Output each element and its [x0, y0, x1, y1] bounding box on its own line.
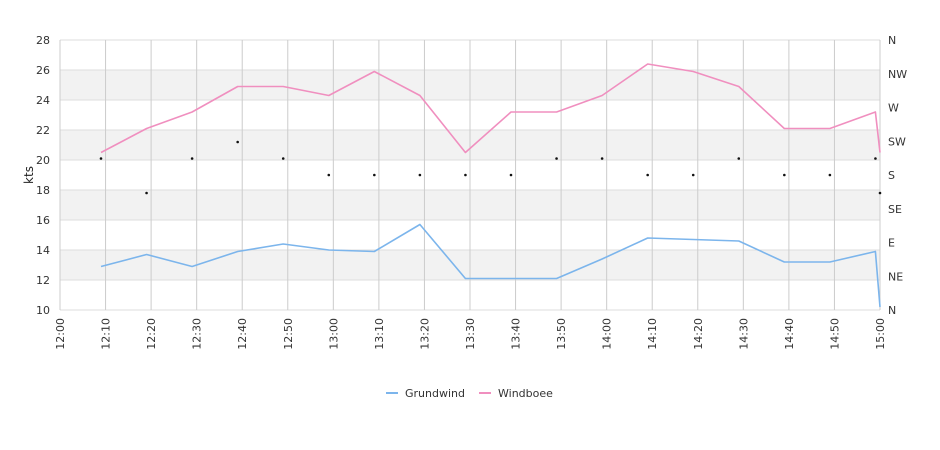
y-tick-label: 24 — [36, 94, 50, 107]
x-tick-label: 12:50 — [282, 318, 295, 350]
x-tick-label: 13:00 — [327, 318, 340, 350]
direction-point — [99, 157, 103, 160]
direction-point — [828, 173, 832, 177]
direction-tick-label: NW — [888, 68, 907, 81]
direction-point — [555, 157, 558, 160]
x-tick-label: 13:20 — [418, 318, 431, 350]
direction-point — [327, 173, 331, 177]
series-line — [100, 223, 881, 308]
x-tick-label: 14:10 — [646, 318, 659, 350]
direction-tick-label: N — [888, 304, 896, 317]
series-lines — [100, 63, 881, 308]
x-tick-label: 13:30 — [464, 318, 477, 350]
direction-point — [373, 173, 376, 177]
x-tick-label: 13:50 — [555, 318, 568, 350]
direction-tick-label: SE — [888, 203, 902, 216]
x-axis-ticks: 12:00 12:10 12:20 12:30 12:40 12:50 13:00 13:10… — [54, 318, 887, 350]
y-tick-label: 20 — [36, 154, 50, 167]
legend-label: Windboee — [498, 387, 553, 400]
direction-point — [281, 157, 285, 160]
direction-points — [99, 140, 882, 195]
direction-tick-label: N — [888, 34, 896, 47]
direction-point — [464, 173, 467, 177]
y-tick-label: 26 — [36, 64, 50, 77]
y-tick-label: 10 — [36, 304, 50, 317]
x-tick-label: 14:00 — [601, 318, 614, 350]
x-tick-label: 12:20 — [145, 318, 158, 350]
direction-point — [145, 191, 148, 195]
x-tick-label: 14:50 — [828, 318, 841, 350]
direction-point — [509, 173, 513, 177]
direction-point — [600, 157, 604, 160]
direction-tick-label: NE — [888, 270, 903, 283]
y-axis-title: kts — [22, 166, 36, 184]
x-tick-label: 13:40 — [510, 318, 523, 350]
x-tick-label: 14:40 — [783, 318, 796, 350]
direction-point — [418, 173, 422, 177]
x-tick-label: 14:30 — [737, 318, 750, 350]
y-tick-label: 16 — [36, 214, 50, 227]
y-tick-label: 28 — [36, 34, 50, 47]
direction-point — [783, 173, 786, 177]
direction-point — [691, 173, 695, 177]
grid-lines — [59, 39, 881, 311]
y-axis-ticks: 10 12 14 16 18 20 22 24 26 28 — [36, 34, 50, 317]
direction-point — [236, 140, 239, 144]
direction-point — [190, 157, 194, 160]
direction-tick-label: S — [888, 169, 895, 182]
direction-tick-label: SW — [888, 135, 906, 148]
x-tick-label: 12:10 — [100, 318, 113, 350]
direction-axis-ticks: N NE E SE S SW W NW N — [888, 34, 907, 317]
x-tick-label: 13:10 — [373, 318, 386, 350]
direction-tick-label: W — [888, 102, 899, 115]
direction-tick-label: E — [888, 237, 895, 250]
x-tick-label: 14:20 — [692, 318, 705, 350]
x-tick-label: 15:00 — [874, 318, 887, 350]
x-tick-label: 12:30 — [191, 318, 204, 350]
y-tick-label: 12 — [36, 274, 50, 287]
y-tick-label: 14 — [36, 244, 50, 257]
y-tick-label: 22 — [36, 124, 50, 137]
legend-label: Grundwind — [405, 387, 465, 400]
y-tick-label: 18 — [36, 184, 50, 197]
x-tick-label: 12:40 — [236, 318, 249, 350]
direction-point — [878, 191, 882, 195]
direction-point — [874, 157, 877, 160]
direction-point — [646, 173, 649, 177]
direction-point — [737, 157, 741, 160]
series-line — [100, 63, 881, 154]
legend: Grundwind Windboee — [386, 387, 553, 400]
x-tick-label: 12:00 — [54, 318, 67, 350]
